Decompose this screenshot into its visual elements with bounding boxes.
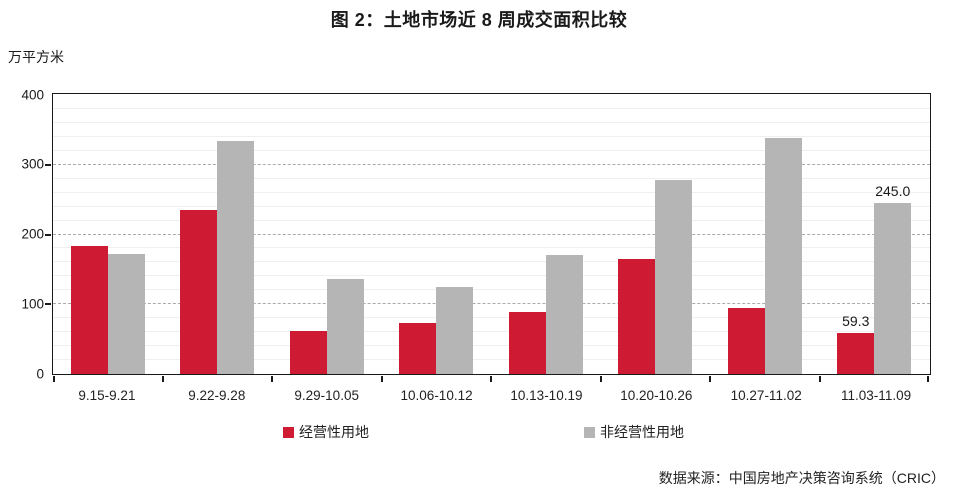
x-axis-tick	[161, 376, 164, 382]
legend-item-operational-land: 经营性用地	[283, 422, 369, 442]
legend-label: 非经营性用地	[600, 424, 684, 440]
bar-series0-group0	[70, 245, 108, 374]
minor-gridline	[53, 191, 930, 193]
y-axis-unit-label: 万平方米	[8, 49, 64, 65]
minor-gridline	[53, 345, 930, 347]
x-axis-tick	[927, 376, 929, 382]
y-axis-tick	[45, 233, 51, 236]
bar-series0-group3	[399, 323, 437, 374]
minor-gridline	[53, 121, 930, 123]
major-gridline	[53, 163, 930, 165]
bar-series1-group3	[436, 286, 474, 374]
x-category-label: 10.20-10.26	[620, 388, 693, 403]
minor-gridline	[53, 205, 930, 207]
x-axis-tick	[599, 376, 602, 382]
y-axis-tick	[45, 303, 51, 306]
minor-gridline	[53, 219, 930, 221]
minor-gridline	[53, 149, 930, 151]
bar-series1-group4	[545, 254, 583, 374]
legend-swatch-gray	[584, 426, 595, 438]
minor-gridline	[53, 275, 930, 277]
plot-area: 59.3 245.0	[45, 93, 931, 382]
bar-value-label: 245.0	[875, 183, 911, 200]
x-category-label: 11.03-11.09	[841, 388, 912, 403]
bar-series1-group2	[326, 279, 364, 374]
chart-title: 图 2：土地市场近 8 周成交面积比较	[330, 10, 628, 30]
x-axis-tick	[271, 376, 273, 382]
data-source-note: 数据来源：中国房地产决策咨询系统（CRIC）	[658, 470, 945, 486]
minor-gridline	[53, 135, 930, 137]
y-tick-label: 100	[21, 296, 44, 312]
minor-gridline	[53, 261, 930, 263]
bar-series1-group7	[874, 203, 912, 374]
legend-swatch-red	[283, 426, 294, 438]
bar-series0-group2	[289, 331, 327, 374]
y-axis-labels: 0 100 200 300 400	[0, 87, 44, 381]
x-category-label: 9.22-9.28	[188, 388, 246, 403]
minor-gridline	[53, 177, 930, 179]
y-tick-label: 400	[21, 87, 44, 102]
legend-item-non-operational-land: 非经营性用地	[584, 422, 684, 442]
bar-series0-group1	[180, 210, 218, 374]
minor-gridline	[53, 317, 930, 319]
bar-series0-group4	[508, 311, 546, 374]
bar-series1-group5	[655, 180, 693, 374]
x-category-label: 9.15-9.21	[78, 388, 136, 403]
y-tick-label: 300	[21, 156, 44, 172]
x-axis-labels: 9.15-9.21 9.22-9.28 9.29-10.05 10.06-10.12 1…	[52, 388, 931, 403]
x-category-label: 10.13-10.19	[510, 388, 583, 403]
minor-gridline	[53, 359, 930, 361]
y-axis-tick	[45, 163, 51, 166]
bar-series1-group1	[217, 141, 255, 374]
x-category-label: 9.29-10.05	[294, 388, 359, 403]
minor-gridline	[53, 247, 930, 249]
legend-label: 经营性用地	[299, 424, 369, 440]
x-axis-tick	[709, 376, 711, 382]
x-axis-tick	[490, 376, 492, 382]
x-axis-tick	[818, 376, 821, 382]
minor-gridline	[53, 331, 930, 333]
minor-gridline	[53, 289, 930, 291]
x-axis-tick	[53, 376, 55, 382]
y-tick-label: 0	[36, 366, 44, 381]
x-category-label: 10.06-10.12	[400, 388, 473, 403]
bar-series1-group0	[107, 254, 145, 374]
bar-series0-group5	[618, 258, 656, 374]
major-gridline	[53, 233, 930, 235]
bar-value-label: 59.3	[842, 312, 870, 329]
y-tick-label: 200	[21, 226, 44, 242]
x-category-label: 10.27-11.02	[730, 388, 802, 403]
x-axis-tick	[380, 376, 383, 382]
minor-gridline	[53, 107, 930, 109]
bar-series0-group7	[837, 332, 875, 374]
bar-series0-group6	[727, 308, 765, 374]
bar-series1-group6	[764, 137, 802, 374]
major-gridline	[53, 303, 930, 305]
